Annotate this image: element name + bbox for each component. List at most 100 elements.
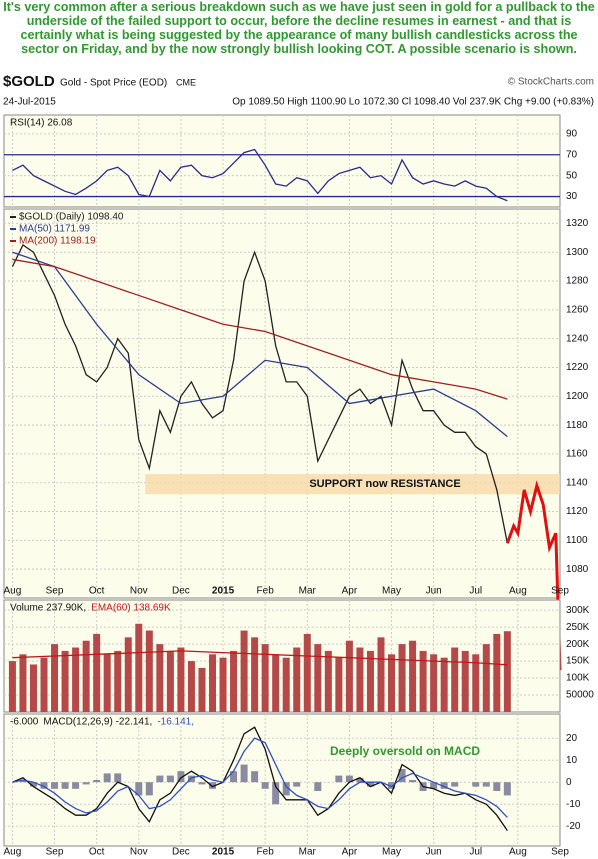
bar bbox=[251, 637, 259, 712]
x-tick-label: Aug bbox=[4, 586, 22, 597]
bar bbox=[51, 644, 59, 712]
bar bbox=[135, 782, 143, 796]
bar bbox=[282, 657, 290, 712]
bar bbox=[409, 640, 417, 712]
bar bbox=[356, 647, 364, 712]
y-tick-label: 1180 bbox=[566, 420, 588, 431]
x-tick-label: Sep bbox=[46, 586, 64, 597]
bar bbox=[19, 654, 27, 712]
bar bbox=[493, 782, 501, 791]
bar bbox=[430, 654, 438, 712]
x-tick-label: Aug bbox=[509, 847, 527, 858]
bar bbox=[493, 633, 501, 712]
x-tick-label: Nov bbox=[130, 586, 148, 597]
x-tick-label: Dec bbox=[172, 847, 190, 858]
bar bbox=[93, 633, 101, 712]
y-tick-label: 1140 bbox=[566, 477, 588, 488]
bar bbox=[503, 631, 511, 712]
bar bbox=[314, 782, 322, 791]
bar bbox=[366, 782, 374, 787]
x-tick-label: Aug bbox=[509, 586, 527, 597]
panel bbox=[3, 114, 561, 208]
line bbox=[12, 650, 508, 666]
bar bbox=[282, 782, 290, 796]
bar bbox=[177, 771, 185, 783]
y-tick-label: 1220 bbox=[566, 362, 589, 373]
x-tick-label: Aug bbox=[4, 847, 22, 858]
panel bbox=[3, 208, 561, 599]
credit: © StockCharts.com bbox=[508, 77, 594, 88]
bar bbox=[40, 782, 48, 789]
instrument-name: Gold - Spot Price (EOD) bbox=[60, 78, 167, 89]
bar bbox=[345, 640, 353, 712]
legend-label: MA(200) 1198.19 bbox=[19, 236, 96, 247]
x-tick-label: 2015 bbox=[212, 586, 235, 597]
line bbox=[12, 251, 508, 438]
x-tick-label: 2015 bbox=[212, 847, 235, 858]
bar bbox=[209, 654, 216, 712]
y-tick-label: 1100 bbox=[566, 535, 588, 546]
y-tick-label: 1200 bbox=[566, 391, 589, 402]
bar bbox=[451, 647, 459, 712]
bar bbox=[177, 647, 185, 712]
bar bbox=[103, 654, 111, 712]
bar bbox=[187, 775, 195, 783]
bar bbox=[114, 773, 122, 783]
bar bbox=[261, 644, 269, 712]
y-tick-label: 90 bbox=[566, 128, 578, 139]
x-tick-label: Sep bbox=[551, 847, 569, 858]
exchange: CME bbox=[176, 77, 196, 87]
y-tick-label: 200K bbox=[566, 639, 590, 650]
y-tick-label: 300K bbox=[566, 605, 590, 616]
x-tick-label: Nov bbox=[130, 847, 148, 858]
line bbox=[12, 258, 508, 400]
y-tick-label: 20 bbox=[566, 733, 578, 744]
bar bbox=[219, 657, 227, 712]
bar bbox=[398, 769, 406, 783]
bar bbox=[61, 650, 69, 712]
line bbox=[505, 480, 562, 671]
x-tick-label: Dec bbox=[172, 586, 190, 597]
bar bbox=[335, 775, 343, 783]
bar bbox=[166, 650, 174, 712]
legend-label: EMA(60) 138.69K bbox=[91, 603, 171, 614]
line bbox=[12, 737, 508, 818]
x-tick-label: Feb bbox=[257, 847, 275, 858]
bar bbox=[145, 630, 153, 712]
bar bbox=[366, 650, 374, 712]
y-tick-label: 10 bbox=[566, 755, 578, 766]
x-tick-label: May bbox=[382, 586, 401, 597]
bar bbox=[398, 644, 406, 712]
bar bbox=[251, 771, 259, 783]
bar bbox=[72, 782, 80, 789]
bar bbox=[409, 780, 417, 783]
x-tick-label: Jul bbox=[469, 847, 482, 858]
x-tick-label: Jun bbox=[426, 586, 442, 597]
legend-label: RSI(14) 26.08 bbox=[10, 118, 73, 129]
legend-label: MA(50) 1171.99 bbox=[19, 224, 90, 235]
bar bbox=[303, 633, 311, 712]
y-tick-label: 150K bbox=[566, 656, 590, 667]
x-tick-label: Mar bbox=[299, 586, 317, 597]
y-tick-label: -10 bbox=[566, 799, 581, 810]
bar bbox=[93, 780, 101, 783]
y-tick-label: 250K bbox=[566, 622, 590, 633]
y-tick-label: 1300 bbox=[566, 247, 589, 258]
bar bbox=[440, 782, 448, 789]
line bbox=[12, 726, 508, 831]
bar bbox=[29, 664, 37, 712]
bar bbox=[145, 782, 153, 796]
bar bbox=[135, 623, 143, 712]
bar bbox=[187, 661, 195, 712]
bar bbox=[230, 650, 238, 712]
bar bbox=[356, 777, 364, 783]
bar bbox=[293, 782, 301, 787]
y-tick-label: 1160 bbox=[566, 449, 588, 460]
legend-label: -6.000 bbox=[10, 717, 39, 728]
y-tick-label: 1240 bbox=[566, 333, 589, 344]
bar bbox=[156, 644, 164, 712]
x-tick-label: Oct bbox=[89, 586, 105, 597]
bar bbox=[61, 782, 69, 789]
annotation: Deeply oversold on MACD bbox=[330, 744, 480, 758]
